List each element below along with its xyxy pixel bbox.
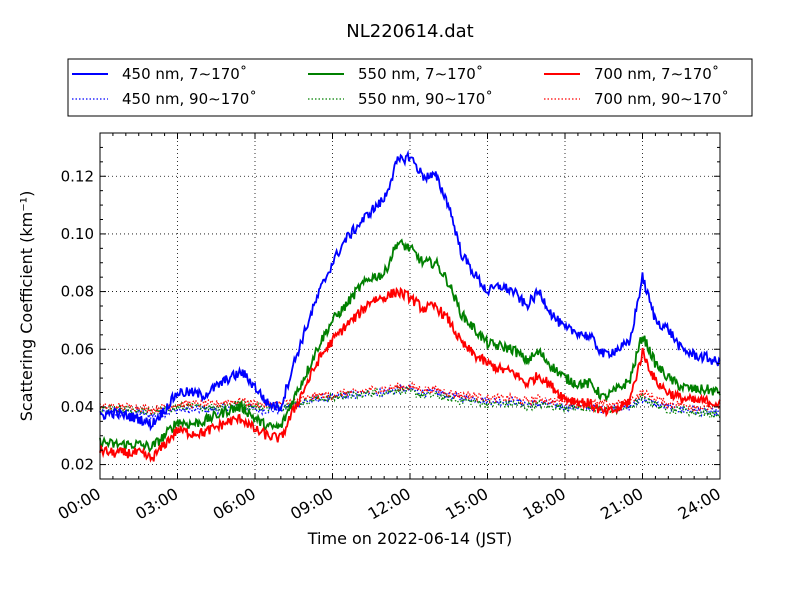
x-tick-label: 09:00 xyxy=(287,484,336,524)
legend-box xyxy=(67,58,753,117)
legend-label: 450 nm, 90∼170˚ xyxy=(122,90,257,108)
x-tick-label: 15:00 xyxy=(442,484,491,524)
x-tick-label: 18:00 xyxy=(520,484,569,524)
y-axis-label: Scattering Coefficient (km⁻¹) xyxy=(17,191,36,422)
legend-label: 700 nm, 7∼170˚ xyxy=(594,65,719,83)
series-line xyxy=(99,381,721,415)
x-tick-label: 21:00 xyxy=(597,484,646,524)
legend-label: 550 nm, 7∼170˚ xyxy=(358,65,483,83)
x-tick-label: 06:00 xyxy=(210,484,259,524)
chart-title: NL220614.dat xyxy=(346,21,473,42)
series-layer xyxy=(99,149,721,463)
y-tick-label: 0.08 xyxy=(61,283,94,301)
x-tick-label: 12:00 xyxy=(365,484,414,524)
series-line xyxy=(99,286,721,463)
x-tick-label: 00:00 xyxy=(55,484,104,524)
x-tick-label: 03:00 xyxy=(132,484,181,524)
legend-label: 550 nm, 90∼170˚ xyxy=(358,90,493,108)
legend: 450 nm, 7∼170˚ 450 nm, 90∼170˚ 550 nm, 7∼1… xyxy=(67,58,753,117)
x-axis: 00:00 03:00 06:00 09:00 12:00 15:00 18:00 21:00… xyxy=(55,133,724,524)
y-axis: 0.02 0.04 0.06 0.08 0.10 0.12 xyxy=(61,132,720,480)
y-tick-label: 0.02 xyxy=(61,456,94,474)
y-tick-label: 0.06 xyxy=(61,340,94,358)
legend-label: 700 nm, 90∼170˚ xyxy=(594,90,729,108)
legend-label: 450 nm, 7∼170˚ xyxy=(122,65,247,83)
grid xyxy=(100,133,720,479)
series-line xyxy=(99,383,721,419)
series-line xyxy=(99,149,721,432)
y-tick-label: 0.12 xyxy=(61,167,94,185)
y-tick-label: 0.04 xyxy=(61,398,94,416)
x-tick-label: 24:00 xyxy=(675,484,724,524)
y-tick-label: 0.10 xyxy=(61,225,94,243)
x-axis-label: Time on 2022-06-14 (JST) xyxy=(307,529,512,548)
series-line xyxy=(99,238,721,454)
